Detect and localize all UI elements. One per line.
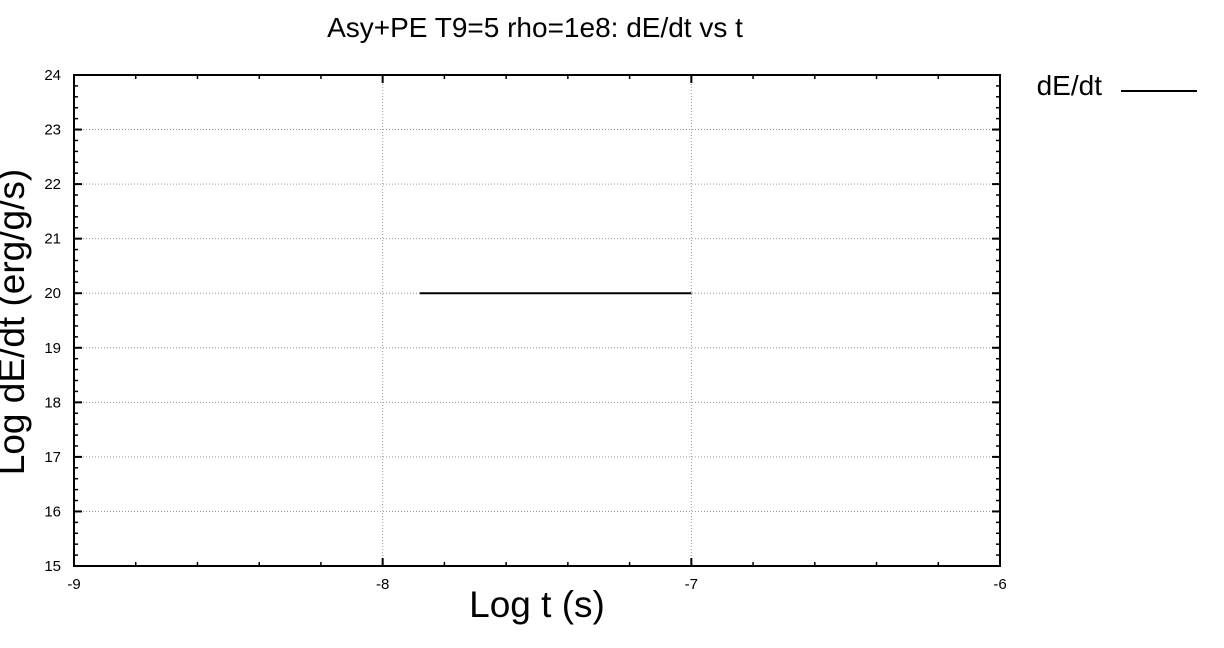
x-tick-label: -6 — [993, 576, 1006, 593]
y-tick-label: 15 — [44, 558, 61, 575]
y-tick-label: 23 — [44, 122, 61, 139]
x-tick-label: -8 — [376, 576, 389, 593]
y-tick-label: 24 — [44, 67, 61, 84]
y-tick-label: 21 — [44, 231, 61, 248]
y-tick-labels: 15 16 17 18 19 20 21 22 23 24 — [44, 67, 61, 575]
chart-title: Asy+PE T9=5 rho=1e8: dE/dt vs t — [327, 12, 743, 43]
legend: dE/dt — [1037, 70, 1197, 101]
y-tick-label: 20 — [44, 285, 61, 302]
x-tick-label: -9 — [67, 576, 80, 593]
legend-label: dE/dt — [1037, 70, 1103, 101]
y-axis-label: Log dE/dt (erg/g/s) — [0, 169, 32, 475]
x-tick-label: -7 — [685, 576, 698, 593]
y-tick-label: 17 — [44, 449, 61, 466]
x-tick-labels: -9 -8 -7 -6 — [67, 576, 1006, 593]
y-tick-label: 16 — [44, 503, 61, 520]
x-axis-label: Log t (s) — [469, 584, 605, 625]
y-tick-label: 18 — [44, 394, 61, 411]
plot-frame — [73, 74, 1001, 567]
y-tick-label: 22 — [44, 176, 61, 193]
y-tick-label: 19 — [44, 340, 61, 357]
